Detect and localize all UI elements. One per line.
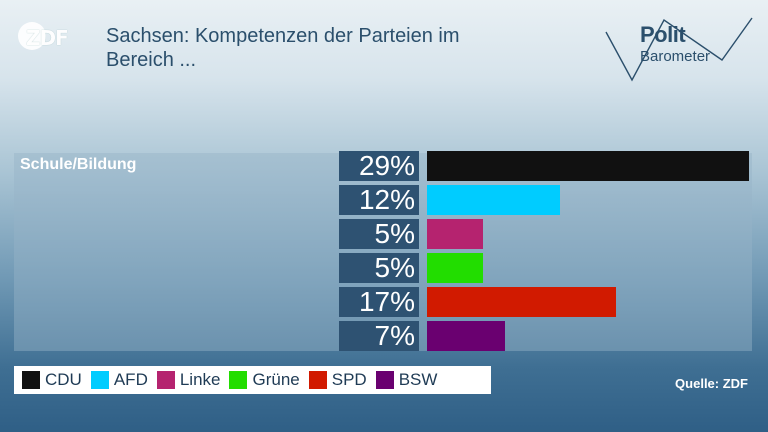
politbarometer-word-1: Polit (640, 22, 686, 47)
legend-label-cdu: CDU (45, 370, 82, 389)
bar-grüne (427, 253, 483, 283)
zdf-logo-text: ZDF (26, 26, 69, 50)
legend-swatch-afd (90, 371, 109, 389)
legend-label-grüne: Grüne (252, 370, 300, 389)
legend-swatch-grüne (229, 371, 248, 389)
legend-item-spd: SPD (308, 370, 367, 390)
politbarometer-zigzag-icon (605, 17, 753, 82)
legend-item-afd: AFD (90, 370, 148, 390)
legend-swatch-linke (156, 371, 175, 389)
bar-linke (427, 219, 483, 249)
legend-item-linke: Linke (156, 370, 221, 390)
chart-title-line1: Sachsen: Kompetenzen der Parteien im (106, 25, 460, 47)
source-label: Quelle: ZDF (675, 376, 748, 391)
legend-label-bsw: BSW (398, 370, 438, 389)
legend-item-bsw: BSW (375, 370, 438, 390)
value-label-grüne: 5% (339, 253, 419, 283)
value-label-cdu: 29% (339, 151, 419, 181)
zdf-logo: ZDF (18, 22, 80, 54)
bar-afd (427, 185, 560, 215)
bar-bsw (427, 321, 505, 351)
bar-spd (427, 287, 616, 317)
legend-item-grüne: Grüne (229, 370, 300, 390)
value-label-linke: 5% (339, 219, 419, 249)
chart-title-line2: Bereich ... (106, 49, 197, 71)
chart-title: Sachsen: Kompetenzen der Parteien im Ber… (106, 24, 576, 72)
legend: CDU AFD Linke Grüne SPD BSW (14, 366, 491, 394)
value-label-bsw: 7% (339, 321, 419, 351)
value-label-afd: 12% (339, 185, 419, 215)
legend-swatch-bsw (375, 371, 394, 389)
value-label-spd: 17% (339, 287, 419, 317)
chart-panel: Schule/Bildung 29% 12% 5% 5% 17% 7% (14, 151, 752, 351)
legend-label-linke: Linke (179, 370, 221, 389)
legend-swatch-spd (308, 371, 327, 389)
legend-swatch-cdu (22, 371, 40, 389)
politbarometer-logo: Polit Barometer (604, 14, 754, 84)
zdf-logo-circle (18, 22, 46, 50)
legend-label-spd: SPD (331, 370, 367, 389)
legend-label-afd: AFD (113, 370, 148, 389)
bar-cdu (427, 151, 749, 181)
legend-item-cdu: CDU (22, 370, 82, 390)
category-label: Schule/Bildung (20, 156, 137, 173)
politbarometer-word-2: Barometer (640, 48, 711, 65)
